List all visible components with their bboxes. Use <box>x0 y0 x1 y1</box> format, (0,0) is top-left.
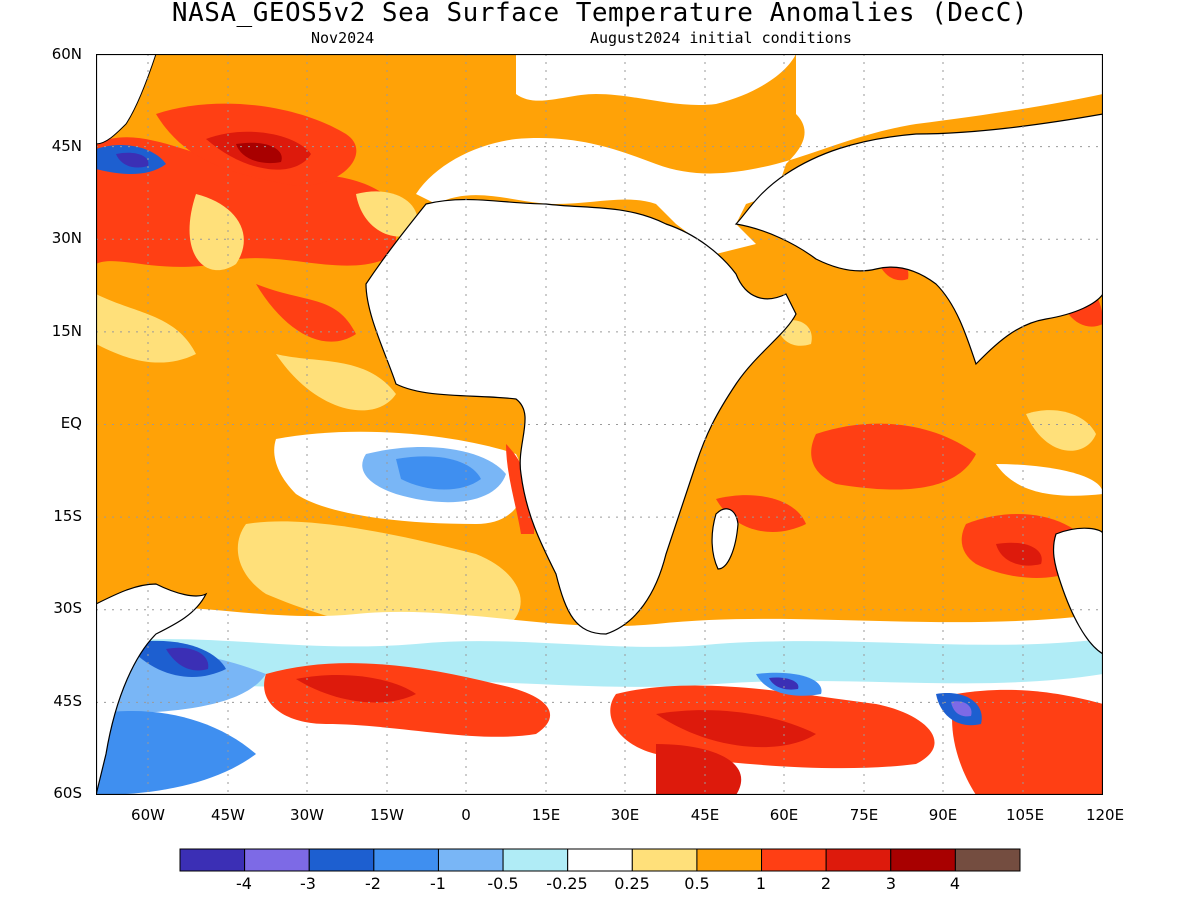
anomaly-region <box>769 677 799 690</box>
colorbar-swatch <box>502 848 569 872</box>
anomaly-region <box>506 444 535 534</box>
map-frame <box>96 54 1103 795</box>
colorbar-label: 2 <box>820 874 832 893</box>
lat-label: 60S <box>53 784 82 802</box>
lon-label: 60W <box>131 806 165 824</box>
anomaly-region <box>811 423 976 490</box>
colorbar-label: -3 <box>300 874 316 893</box>
lon-label: 15W <box>370 806 404 824</box>
lat-label: 45N <box>51 137 82 155</box>
colorbar-swatch <box>373 848 439 872</box>
colorbar-label: -2 <box>365 874 381 893</box>
anomaly-region <box>116 152 149 168</box>
colorbar-swatch <box>244 848 310 872</box>
anomaly-region <box>96 294 196 363</box>
anomaly-region <box>296 674 416 703</box>
lat-label: 15S <box>53 507 82 525</box>
lon-label: 45E <box>690 806 720 824</box>
colorbar-label: 0.25 <box>614 874 650 893</box>
colorbar-swatch <box>567 848 633 872</box>
anomaly-region <box>996 542 1042 566</box>
anomaly-region <box>166 647 209 671</box>
lat-label: 60N <box>51 45 82 63</box>
anomaly-region <box>952 689 1103 795</box>
lat-label: 30S <box>53 599 82 617</box>
land-mass <box>734 113 1103 366</box>
lon-label: 15E <box>531 806 561 824</box>
colorbar-label: 4 <box>949 874 961 893</box>
anomaly-region <box>396 456 481 490</box>
anomaly-region <box>656 710 816 748</box>
graticule <box>96 54 1103 795</box>
lon-label: 30W <box>290 806 324 824</box>
colorbar-swatch <box>696 848 763 872</box>
anomaly-region <box>276 354 396 411</box>
colorbar <box>179 848 1021 872</box>
lon-label: 30E <box>610 806 640 824</box>
lat-label: EQ <box>60 414 82 432</box>
land-mass <box>416 54 1103 254</box>
colorbar-label: -4 <box>236 874 252 893</box>
lon-label: 75E <box>849 806 879 824</box>
colorbar-label: -0.5 <box>487 874 519 893</box>
colorbar-label: -1 <box>430 874 446 893</box>
anomaly-region <box>656 744 742 795</box>
anomaly-region <box>96 137 396 267</box>
lon-label: 120E <box>1085 806 1125 824</box>
land-mass <box>365 198 797 635</box>
forecast-month: Nov2024 <box>311 29 375 47</box>
lon-label: 60E <box>769 806 799 824</box>
sst-anomaly-map <box>96 54 1103 795</box>
colorbar-swatch <box>954 848 1021 872</box>
land-mass <box>711 508 739 570</box>
lon-label: 105E <box>1005 806 1045 824</box>
colorbar-swatch <box>437 848 504 872</box>
land-mass <box>516 54 796 106</box>
anomaly-region <box>189 194 244 271</box>
anomaly-region <box>236 142 282 164</box>
lon-label: 0 <box>461 806 471 824</box>
anomaly-region <box>951 701 972 717</box>
colorbar-swatch <box>825 848 892 872</box>
anomaly-region <box>237 521 521 637</box>
lat-label: 15N <box>51 322 82 340</box>
colorbar-swatch <box>631 848 698 872</box>
lon-label: 90E <box>928 806 958 824</box>
land-mass <box>96 54 157 145</box>
colorbar-swatch <box>179 848 246 872</box>
colorbar-label: -0.25 <box>546 874 588 893</box>
lon-label: 45W <box>211 806 245 824</box>
land-mass <box>96 583 208 795</box>
colorbar-swatch <box>890 848 956 872</box>
colorbar-label: 1 <box>755 874 767 893</box>
colorbar-label: 0.5 <box>684 874 710 893</box>
lat-label: 45S <box>53 692 82 710</box>
anomaly-region <box>1026 410 1096 451</box>
initial-conditions: August2024 initial conditions <box>590 29 852 47</box>
anomaly-region <box>716 495 806 532</box>
lat-label: 30N <box>51 229 82 247</box>
colorbar-label: 3 <box>885 874 897 893</box>
land-mass <box>1052 527 1103 655</box>
chart-title: NASA_GEOS5v2 Sea Surface Temperature Ano… <box>171 0 1029 28</box>
colorbar-swatch <box>308 848 375 872</box>
anomaly-region <box>256 284 356 342</box>
colorbar-swatch <box>761 848 827 872</box>
anomaly-region <box>96 710 256 795</box>
